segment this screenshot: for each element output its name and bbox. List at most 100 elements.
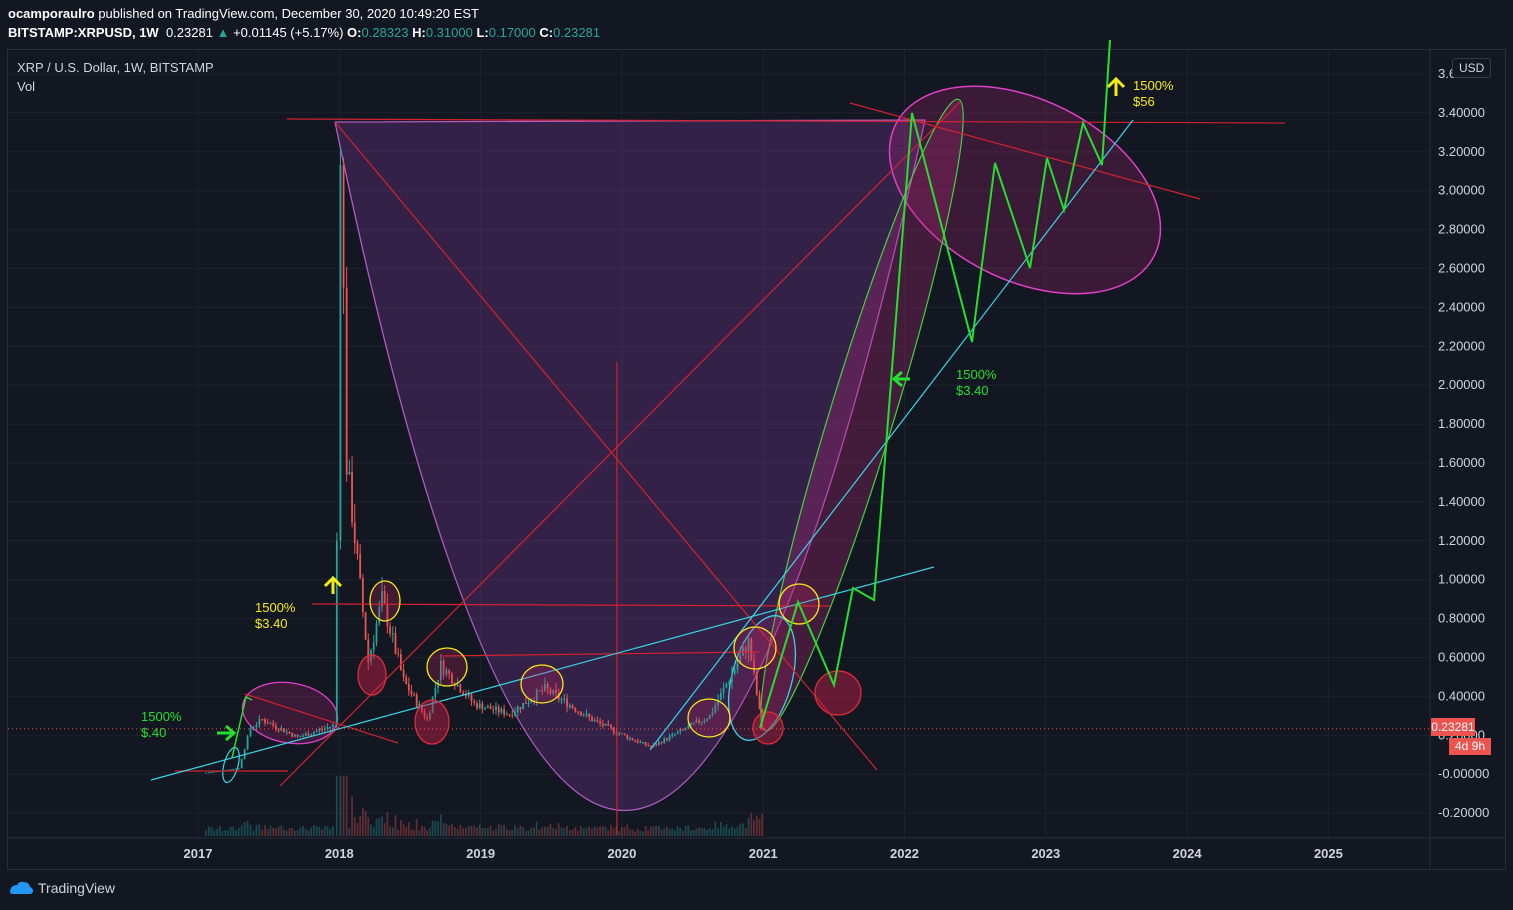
volume-bar xyxy=(205,830,208,836)
footer[interactable]: TradingView xyxy=(8,880,115,896)
candle-body xyxy=(428,712,431,720)
candle-body xyxy=(593,720,596,722)
currency-button[interactable]: USD xyxy=(1452,58,1492,78)
volume-bar xyxy=(418,830,421,836)
candle-body xyxy=(410,690,413,695)
red-circles xyxy=(357,654,862,745)
candle-body xyxy=(684,728,687,730)
tradingview-logo-icon xyxy=(10,881,33,894)
volume-bar xyxy=(601,826,604,836)
volume-bar xyxy=(682,830,684,836)
candle-body xyxy=(629,738,631,740)
candle-body xyxy=(240,758,243,769)
candle-body xyxy=(405,677,408,684)
candle-body xyxy=(237,768,240,770)
annotation-pct: 1500% xyxy=(141,709,182,724)
candle-body xyxy=(269,723,272,725)
candle-body xyxy=(623,733,626,736)
y-tick-label: 1.60000 xyxy=(1438,455,1485,470)
candle-body xyxy=(332,724,334,727)
volume-bar xyxy=(442,823,445,836)
y-tick-label: 2.00000 xyxy=(1438,377,1485,392)
volume-bar xyxy=(663,828,666,836)
volume-bar xyxy=(226,830,229,836)
x-tick-label: 2024 xyxy=(1173,846,1203,861)
candle-body xyxy=(462,692,465,696)
volume-bar xyxy=(274,828,277,836)
chart-legend-title[interactable]: XRP / U.S. Dollar, 1W, BITSTAMP xyxy=(17,60,214,75)
volume-bar xyxy=(631,829,634,836)
volume-bar xyxy=(719,822,722,836)
projection-ellipse xyxy=(760,98,964,732)
candle-body xyxy=(277,728,280,731)
volume-legend[interactable]: Vol xyxy=(17,79,36,94)
candle-body xyxy=(692,722,695,724)
grid-lines xyxy=(8,50,1430,838)
candle-body xyxy=(285,731,288,733)
axes: 3.600003.400003.200003.000002.800002.600… xyxy=(8,50,1505,870)
candle-body xyxy=(321,729,323,731)
y-tick-label: 1.20000 xyxy=(1438,533,1485,548)
y-tick-label: 0.40000 xyxy=(1438,688,1485,703)
candle-body xyxy=(552,689,555,694)
volume-bar xyxy=(571,829,574,836)
trend-lines xyxy=(150,39,1286,835)
volume-bar xyxy=(310,827,313,836)
x-tick-label: 2023 xyxy=(1031,846,1060,861)
volume-bar xyxy=(761,813,764,836)
volume-bar xyxy=(391,827,394,836)
candle-body xyxy=(739,655,742,664)
annotation-pct: 1500% xyxy=(1133,78,1174,93)
candle-body xyxy=(599,721,602,724)
volume-bar xyxy=(351,796,353,836)
candle-body xyxy=(522,702,525,710)
volume-bar xyxy=(596,827,599,836)
volume-bar xyxy=(378,818,381,836)
candle-body xyxy=(744,647,747,653)
candle-body xyxy=(674,733,676,735)
candle-body xyxy=(647,745,650,747)
author-name[interactable]: ocamporaulro xyxy=(8,6,95,21)
high-label: H: xyxy=(412,25,426,40)
volume-bar xyxy=(486,827,489,836)
candle-body xyxy=(434,687,437,697)
volume-bar xyxy=(566,825,568,836)
volume-bar xyxy=(353,817,356,836)
y-tick-label: 0.60000 xyxy=(1438,650,1485,665)
chart-frame[interactable] xyxy=(7,49,1506,870)
candle-body xyxy=(370,650,372,662)
volume-bar xyxy=(389,826,391,836)
volume-bar xyxy=(237,827,240,836)
candle-body xyxy=(356,542,359,554)
candle-body xyxy=(473,701,476,704)
candle-body xyxy=(582,715,585,717)
candle-body xyxy=(733,669,736,674)
candle-body xyxy=(708,715,711,720)
red-circle xyxy=(752,711,784,745)
red-circle xyxy=(414,699,450,745)
candle-body xyxy=(687,725,690,729)
candle-body xyxy=(607,723,610,726)
candle-body xyxy=(407,683,410,691)
candle-body xyxy=(310,734,313,736)
volume-bar xyxy=(557,823,560,836)
volume-bar xyxy=(224,830,227,836)
open-value: 0.28323 xyxy=(361,25,409,40)
volume-bar xyxy=(210,827,213,836)
candle-body xyxy=(566,698,568,708)
volume-bar xyxy=(739,823,742,836)
volume-bar xyxy=(302,825,304,836)
candle-body xyxy=(353,522,356,543)
volume-bar xyxy=(747,817,750,836)
candle-body xyxy=(612,727,615,733)
candle-body xyxy=(459,684,462,693)
candle-body xyxy=(679,729,682,732)
volume-bar xyxy=(361,807,364,836)
candle-body xyxy=(274,725,277,729)
volume-bar xyxy=(647,830,650,836)
candle-body xyxy=(571,705,574,709)
volume-bar xyxy=(604,826,607,836)
candle-body xyxy=(423,711,426,718)
candle-body xyxy=(690,722,692,726)
